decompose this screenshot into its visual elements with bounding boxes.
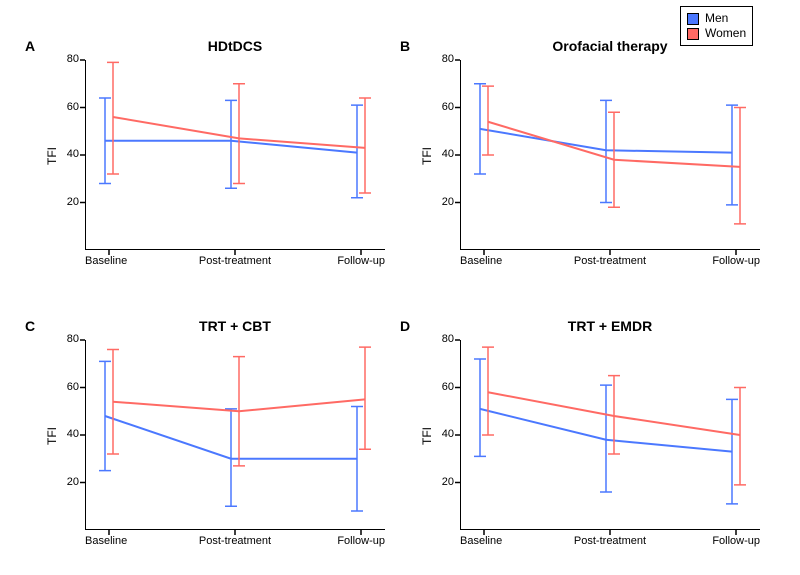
y-tick-label: 40 — [434, 148, 454, 160]
y-axis-label: TFI — [45, 427, 59, 445]
panel-c: CTRT + CBTTFI20406080BaselinePost-treatm… — [85, 340, 385, 530]
y-tick-label: 80 — [434, 53, 454, 65]
panel-letter: D — [400, 318, 410, 334]
y-tick-label: 20 — [434, 476, 454, 488]
legend-swatch-men — [687, 13, 699, 25]
x-tick-label: Post-treatment — [565, 255, 655, 267]
y-axis-label: TFI — [45, 147, 59, 165]
legend-label-men: Men — [705, 11, 728, 26]
y-tick-label: 80 — [59, 53, 79, 65]
panel-letter: B — [400, 38, 410, 54]
plot-svg — [460, 60, 760, 250]
panel-title: Orofacial therapy — [460, 38, 760, 54]
y-tick-label: 40 — [434, 428, 454, 440]
y-axis-label: TFI — [420, 427, 434, 445]
y-tick-label: 40 — [59, 148, 79, 160]
x-tick-label: Baseline — [85, 255, 127, 267]
x-tick-label: Follow-up — [337, 255, 385, 267]
panel-letter: C — [25, 318, 35, 334]
panel-d: DTRT + EMDRTFI20406080BaselinePost-treat… — [460, 340, 760, 530]
plot-svg — [460, 340, 760, 530]
y-tick-label: 60 — [59, 101, 79, 113]
x-tick-label: Post-treatment — [190, 255, 280, 267]
y-tick-label: 60 — [434, 381, 454, 393]
y-tick-label: 20 — [59, 476, 79, 488]
y-tick-label: 80 — [59, 333, 79, 345]
y-tick-label: 40 — [59, 428, 79, 440]
plot-svg — [85, 340, 385, 530]
legend-item-men: Men — [687, 11, 746, 26]
x-tick-label: Post-treatment — [565, 535, 655, 547]
y-tick-label: 80 — [434, 333, 454, 345]
panel-letter: A — [25, 38, 35, 54]
y-tick-label: 20 — [59, 196, 79, 208]
x-tick-label: Follow-up — [712, 255, 760, 267]
y-tick-label: 60 — [434, 101, 454, 113]
panel-title: TRT + EMDR — [460, 318, 760, 334]
panel-a: AHDtDCSTFI20406080BaselinePost-treatment… — [85, 60, 385, 250]
y-tick-label: 20 — [434, 196, 454, 208]
y-tick-label: 60 — [59, 381, 79, 393]
x-tick-label: Follow-up — [337, 535, 385, 547]
x-tick-label: Follow-up — [712, 535, 760, 547]
panel-title: HDtDCS — [85, 38, 385, 54]
plot-svg — [85, 60, 385, 250]
y-axis-label: TFI — [420, 147, 434, 165]
panel-b: BOrofacial therapyTFI20406080BaselinePos… — [460, 60, 760, 250]
x-tick-label: Baseline — [85, 535, 127, 547]
x-tick-label: Baseline — [460, 535, 502, 547]
panel-title: TRT + CBT — [85, 318, 385, 334]
figure: Men Women AHDtDCSTFI20406080BaselinePost… — [0, 0, 800, 575]
x-tick-label: Post-treatment — [190, 535, 280, 547]
x-tick-label: Baseline — [460, 255, 502, 267]
